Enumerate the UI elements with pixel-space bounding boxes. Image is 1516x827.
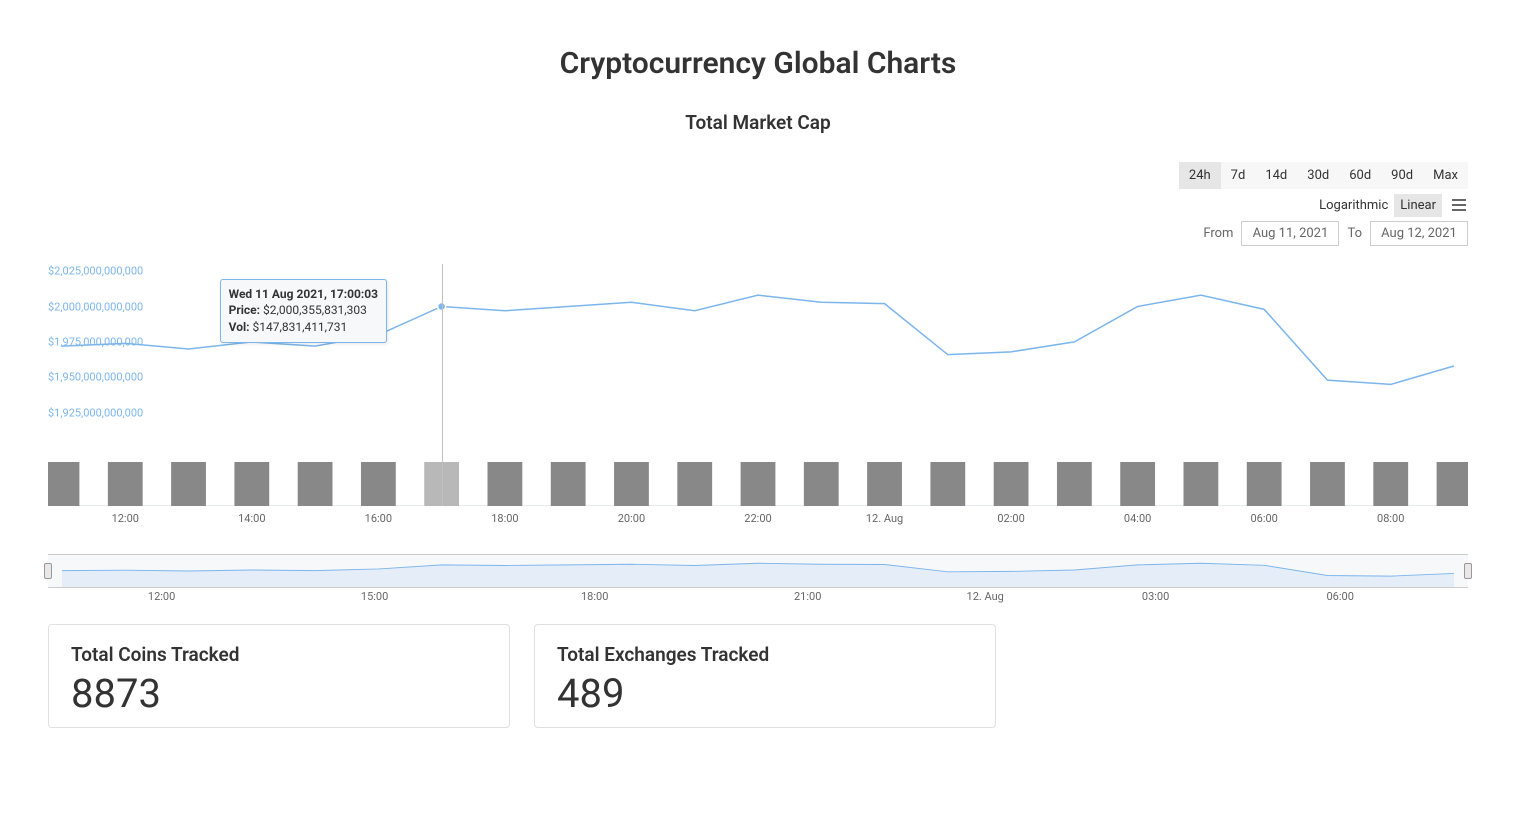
range-button-max[interactable]: Max bbox=[1423, 162, 1468, 189]
volume-bar bbox=[1184, 462, 1219, 506]
x-axis-label: 16:00 bbox=[365, 512, 392, 525]
main-chart[interactable]: $2,025,000,000,000$2,000,000,000,000$1,9… bbox=[48, 264, 1468, 532]
volume-bar bbox=[551, 462, 586, 506]
volume-bar bbox=[1437, 462, 1468, 506]
scale-row: LogarithmicLinear bbox=[1313, 195, 1468, 215]
x-axis-label: 04:00 bbox=[1124, 512, 1151, 525]
x-axis-label: 12:00 bbox=[112, 512, 139, 525]
volume-bar bbox=[1057, 462, 1092, 506]
tooltip-vol-value: $147,831,411,731 bbox=[253, 320, 348, 334]
from-date-input[interactable] bbox=[1241, 221, 1339, 246]
stat-title: Total Exchanges Tracked bbox=[557, 643, 973, 666]
x-axis-label: 06:00 bbox=[1250, 512, 1277, 525]
navigator-x-label: 03:00 bbox=[1142, 590, 1169, 603]
range-button-7d[interactable]: 7d bbox=[1221, 162, 1256, 189]
navigator-x-label: 18:00 bbox=[581, 590, 608, 603]
volume-bar bbox=[361, 462, 396, 506]
navigator-x-label: 06:00 bbox=[1326, 590, 1353, 603]
volume-bar bbox=[1310, 462, 1345, 506]
crosshair-line bbox=[442, 264, 443, 506]
chart-title: Total Market Cap bbox=[0, 111, 1516, 134]
stat-title: Total Coins Tracked bbox=[71, 643, 487, 666]
volume-bar bbox=[488, 462, 523, 506]
volume-bar bbox=[234, 462, 269, 506]
x-axis-label: 18:00 bbox=[491, 512, 518, 525]
x-axis-label: 14:00 bbox=[238, 512, 265, 525]
volume-bar bbox=[108, 462, 143, 506]
stat-value: 489 bbox=[557, 670, 973, 717]
x-axis-label: 02:00 bbox=[997, 512, 1024, 525]
volume-bar bbox=[48, 462, 79, 506]
volume-bar bbox=[994, 462, 1029, 506]
tooltip-vol-label: Vol: bbox=[229, 320, 250, 334]
volume-bar bbox=[804, 462, 839, 506]
stat-value: 8873 bbox=[71, 670, 487, 717]
navigator-x-label: 15:00 bbox=[361, 590, 388, 603]
page-title: Cryptocurrency Global Charts bbox=[0, 46, 1516, 81]
tooltip-price-value: $2,000,355,831,303 bbox=[263, 303, 367, 317]
volume-bar bbox=[1373, 462, 1408, 506]
navigator-x-label: 21:00 bbox=[794, 590, 821, 603]
volume-bar bbox=[171, 462, 206, 506]
volume-bar bbox=[298, 462, 333, 506]
chart-controls: 24h7d14d30d60d90dMax LogarithmicLinear F… bbox=[0, 162, 1516, 246]
stat-card-coins: Total Coins Tracked 8873 bbox=[48, 624, 510, 728]
from-label: From bbox=[1203, 226, 1233, 241]
x-axis-label: 08:00 bbox=[1377, 512, 1404, 525]
volume-bar bbox=[614, 462, 649, 506]
tooltip-price-label: Price: bbox=[229, 303, 260, 317]
x-axis-label: 20:00 bbox=[618, 512, 645, 525]
volume-bar bbox=[1120, 462, 1155, 506]
volume-bar bbox=[741, 462, 776, 506]
to-date-input[interactable] bbox=[1370, 221, 1468, 246]
scale-button-linear[interactable]: Linear bbox=[1394, 194, 1442, 217]
x-axis-label: 22:00 bbox=[744, 512, 771, 525]
range-button-90d[interactable]: 90d bbox=[1381, 162, 1423, 189]
range-button-group: 24h7d14d30d60d90dMax bbox=[1179, 162, 1468, 189]
date-row: From To bbox=[1203, 221, 1468, 246]
range-button-24h[interactable]: 24h bbox=[1179, 162, 1221, 189]
stats-row: Total Coins Tracked 8873 Total Exchanges… bbox=[48, 624, 1468, 728]
navigator-handle-left[interactable] bbox=[44, 563, 52, 579]
navigator-handle-right[interactable] bbox=[1464, 563, 1472, 579]
range-button-60d[interactable]: 60d bbox=[1339, 162, 1381, 189]
chart-tooltip: Wed 11 Aug 2021, 17:00:03 Price: $2,000,… bbox=[220, 279, 387, 343]
x-axis-label: 12. Aug bbox=[866, 512, 903, 525]
to-label: To bbox=[1347, 226, 1362, 241]
navigator-x-label: 12:00 bbox=[148, 590, 175, 603]
volume-bar bbox=[677, 462, 712, 506]
volume-bar bbox=[930, 462, 965, 506]
navigator-area bbox=[62, 563, 1454, 587]
navigator-x-label: 12. Aug bbox=[967, 590, 1004, 603]
volume-bar bbox=[1247, 462, 1282, 506]
navigator[interactable]: 12:00 15:00 18:00 21:00 12. Aug 03:00 06:00 bbox=[48, 554, 1468, 604]
volume-bar bbox=[867, 462, 902, 506]
range-button-30d[interactable]: 30d bbox=[1297, 162, 1339, 189]
menu-icon[interactable] bbox=[1450, 195, 1468, 215]
stat-card-exchanges: Total Exchanges Tracked 489 bbox=[534, 624, 996, 728]
scale-button-logarithmic[interactable]: Logarithmic bbox=[1313, 194, 1394, 217]
range-button-14d[interactable]: 14d bbox=[1255, 162, 1297, 189]
tooltip-time: Wed 11 Aug 2021, 17:00:03 bbox=[229, 286, 378, 303]
